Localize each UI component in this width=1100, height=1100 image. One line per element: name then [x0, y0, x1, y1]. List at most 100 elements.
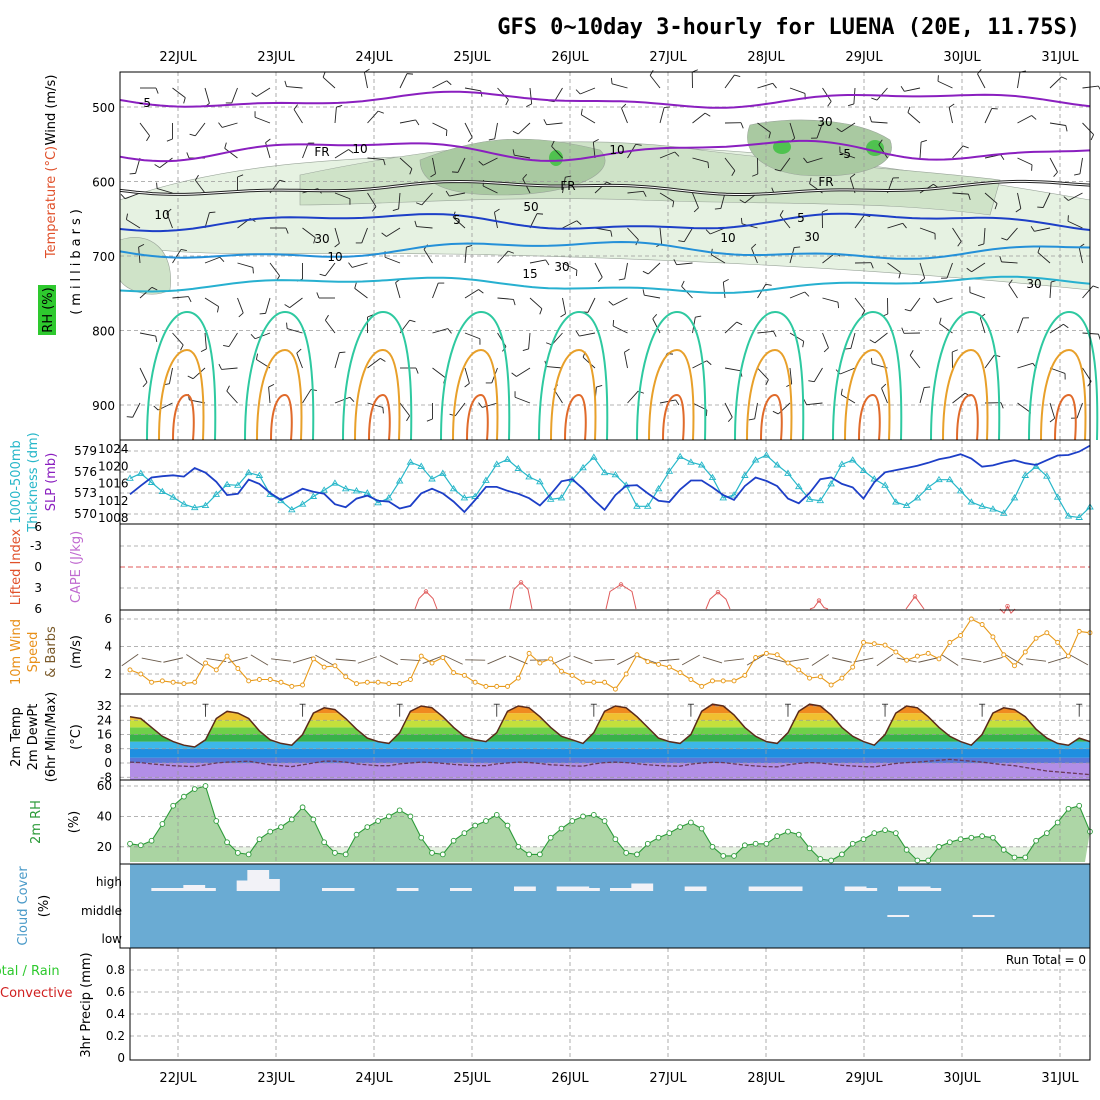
- contour-20: [832, 310, 903, 441]
- wind-speed-point: [1076, 628, 1082, 634]
- wind-barb-flag: [155, 335, 158, 343]
- high-cloud-bar: [343, 888, 355, 891]
- middle-cloud-bar: [898, 915, 910, 917]
- wind-barb: [455, 402, 466, 417]
- ylabel-cape: CAPE (J/kg): [69, 531, 84, 603]
- surface-wind-barb: [250, 654, 269, 666]
- cloud-level-label: high: [96, 875, 122, 889]
- wind-barb: [399, 119, 416, 124]
- rh-point: [558, 825, 565, 832]
- day-label-top: 25JUL: [453, 50, 491, 65]
- wind-barb-flag: [284, 80, 287, 87]
- rh-contour-label: 30: [314, 232, 329, 246]
- rh-tick: 40: [97, 809, 112, 823]
- li-top-tick: 6: [34, 520, 42, 534]
- wind-barb-flag: [522, 348, 529, 352]
- rh-point: [828, 857, 834, 864]
- wind-barb-flag: [779, 210, 784, 216]
- high-cloud-bar: [332, 888, 344, 891]
- wind-barb: [529, 87, 533, 104]
- wind-barb-flag: [551, 140, 555, 147]
- wind-barb-flag: [610, 77, 613, 84]
- rh-contour-label: 10: [352, 142, 367, 156]
- thickness-grid: [120, 440, 1090, 524]
- wind-barb: [780, 157, 791, 172]
- high-cloud-bar: [780, 886, 792, 891]
- wind-speed-point: [710, 678, 715, 684]
- wind-barb-flag: [1037, 246, 1041, 253]
- wind-barb-flag: [804, 291, 810, 297]
- wind-barb-flag: [952, 349, 958, 353]
- wind-barb-flag: [836, 127, 842, 133]
- wind-barb-flag: [642, 270, 649, 275]
- wind-barb-flag: [734, 74, 741, 78]
- wind-barb: [627, 190, 644, 194]
- rh-point: [450, 837, 457, 844]
- wind-barb-flag: [664, 106, 671, 108]
- temp-band: [130, 748, 1090, 758]
- rh-point: [515, 843, 522, 850]
- wind-barb-flag: [714, 208, 721, 210]
- wind-speed-point: [904, 657, 910, 663]
- wind-barb: [876, 87, 888, 101]
- rh-point: [375, 818, 381, 824]
- wind-barb-flag: [219, 256, 225, 263]
- wind-barb-flag: [426, 418, 433, 422]
- ylabel-1000-500mb: 1000-500mb: [9, 440, 24, 524]
- rh-point: [752, 840, 759, 847]
- rh-point: [537, 851, 543, 858]
- wind-barb: [386, 227, 401, 237]
- surface-wind-barb: [918, 657, 939, 663]
- wind-barb: [711, 254, 726, 264]
- wind-barb: [789, 367, 793, 384]
- high-cloud-bar: [258, 870, 270, 891]
- thickness-point: [471, 492, 479, 499]
- thickness-tick: 570: [74, 507, 97, 521]
- wind-barb-flag: [731, 170, 736, 176]
- wind-speed-point: [677, 670, 683, 676]
- rh-high-spot: [549, 150, 563, 166]
- wind-barb-flag: [430, 173, 436, 178]
- rh-point: [1011, 854, 1018, 861]
- middle-cloud-bar: [972, 915, 984, 917]
- wind-barb-flag: [183, 97, 186, 104]
- rh-point: [763, 840, 770, 847]
- thickness-point: [298, 500, 307, 507]
- rh-point: [202, 783, 209, 789]
- wind-barb-flag: [576, 220, 582, 226]
- precip-grid: [130, 948, 1090, 1060]
- li-tick: 6: [34, 602, 42, 616]
- wind-speed-point: [181, 681, 187, 687]
- wind-barb: [546, 122, 563, 126]
- thickness-point: [255, 471, 264, 478]
- wind-barb: [878, 144, 888, 159]
- wind-barb: [204, 87, 210, 104]
- wind-barb: [587, 297, 596, 313]
- contour-20: [146, 310, 217, 441]
- wind-barb: [302, 227, 316, 238]
- wind-barb: [517, 122, 531, 135]
- thickness-point: [579, 463, 587, 471]
- wind-barb: [529, 213, 538, 229]
- wind-barb: [351, 262, 368, 268]
- surface-wind-barb: [400, 659, 421, 661]
- wind-barb: [692, 157, 709, 163]
- wind-barb-flag: [649, 70, 654, 76]
- thickness-point: [611, 470, 620, 478]
- wind-speed-point: [1022, 649, 1028, 655]
- wind-barb: [516, 367, 531, 377]
- wind-barb-flag: [575, 330, 580, 337]
- wind-barb: [724, 157, 736, 171]
- temp-contour-label: 5: [453, 213, 461, 227]
- wind-barb: [416, 226, 433, 229]
- wind-barb: [364, 72, 368, 89]
- wind-barb-flag: [902, 223, 907, 229]
- wind-barb: [1017, 115, 1032, 124]
- high-cloud-bar: [620, 888, 632, 891]
- wind-speed-point: [310, 656, 316, 662]
- ylabel-ms: (m/s): [69, 635, 84, 669]
- thickness-line: [129, 454, 1091, 519]
- surface-wind-barb: [573, 655, 593, 665]
